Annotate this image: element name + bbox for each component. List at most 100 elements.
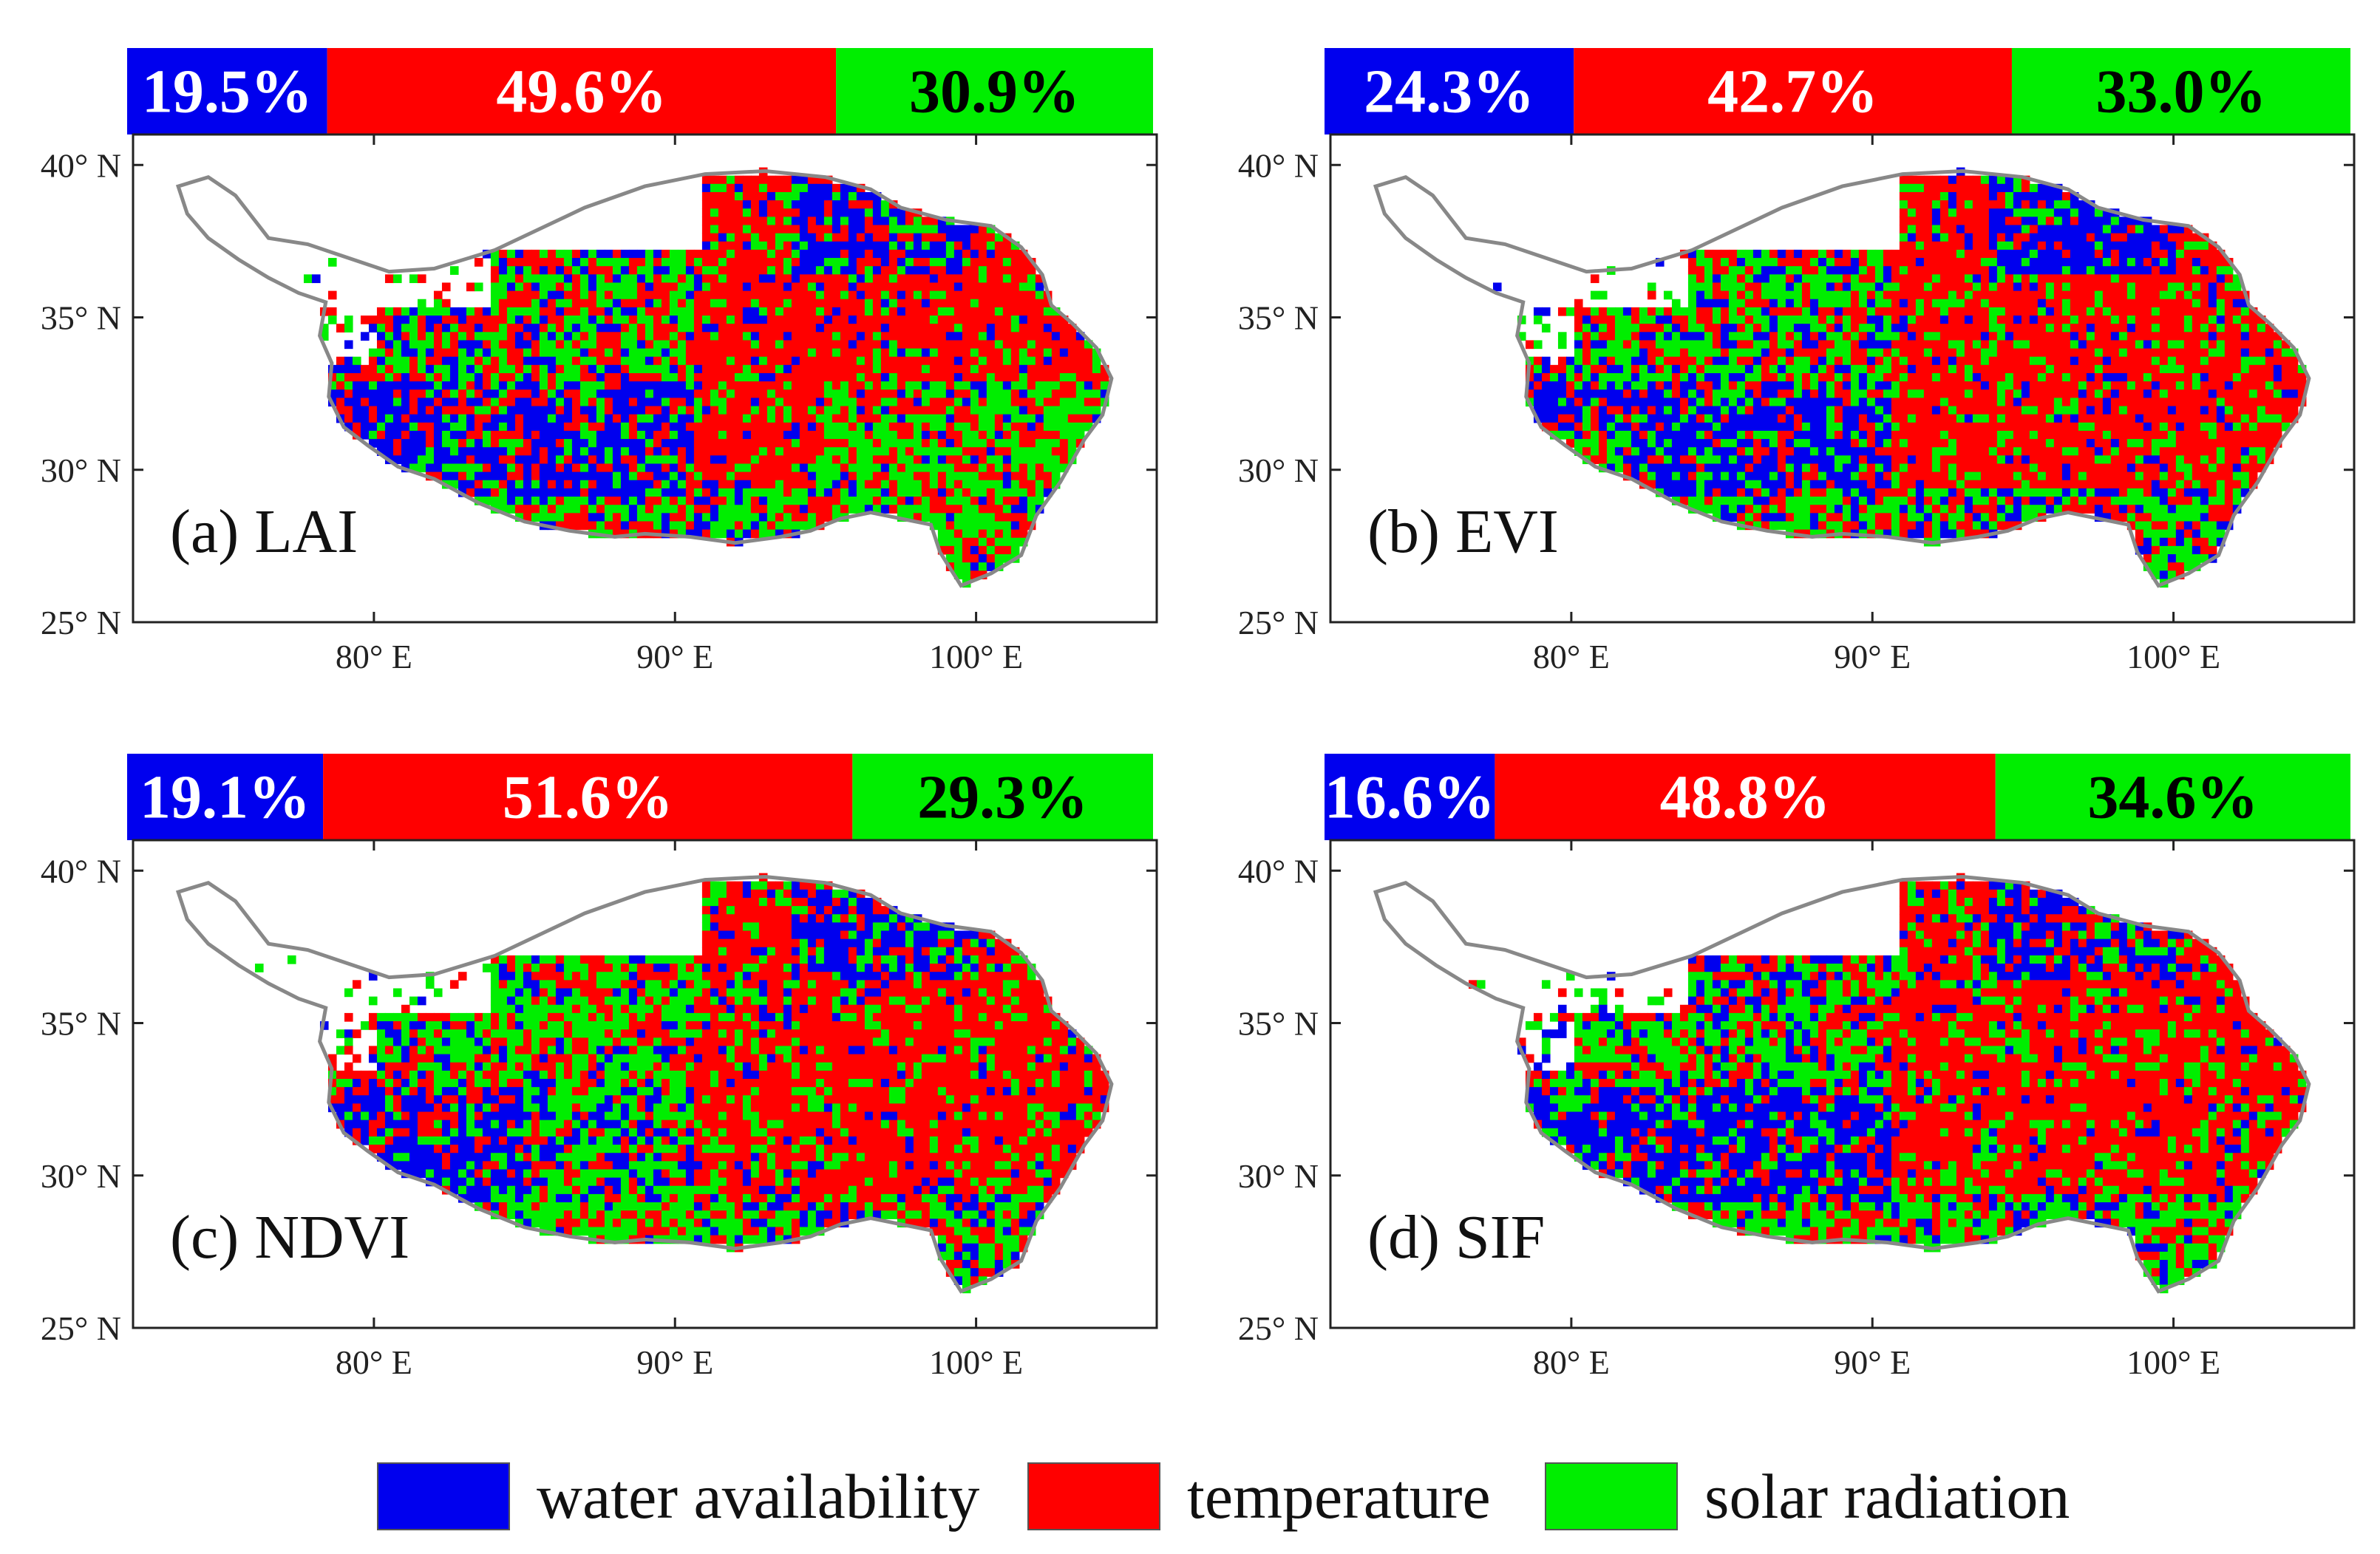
map-cell: [1769, 324, 1778, 333]
map-cell: [531, 274, 540, 284]
map-cell: [718, 364, 727, 374]
map-cell: [742, 521, 752, 531]
map-cell: [571, 299, 581, 308]
map-cell: [1948, 372, 1957, 382]
map-cell: [1687, 274, 1697, 284]
map-cell: [628, 356, 638, 366]
map-cell: [547, 332, 557, 341]
map-cell: [360, 381, 370, 390]
map-cell: [685, 521, 695, 531]
map-cell: [994, 348, 1004, 358]
map-cell: [718, 217, 727, 226]
map-cell: [1647, 381, 1656, 390]
map-cell: [2208, 389, 2217, 398]
map-cell: [677, 258, 687, 267]
map-cell: [1988, 183, 1998, 193]
map-cell: [1720, 290, 1730, 300]
map-cell: [498, 430, 508, 440]
map-cell: [2216, 282, 2226, 292]
map-cell: [710, 200, 719, 209]
map-cell: [2070, 290, 2079, 300]
map-cell: [1059, 406, 1069, 415]
map-cell: [2110, 290, 2120, 300]
map-cell: [449, 316, 459, 324]
map-cell: [840, 439, 849, 448]
map-cell: [612, 266, 622, 275]
map-cell: [921, 290, 931, 300]
map-cell: [596, 299, 605, 308]
map-cell: [466, 356, 475, 366]
map-cell: [978, 488, 987, 497]
map-cell: [1761, 389, 1770, 398]
map-cell: [645, 422, 654, 432]
map-cell: [376, 307, 386, 316]
map-cell: [807, 356, 817, 366]
map-cell: [2005, 316, 2014, 324]
map-cell: [710, 266, 719, 275]
map-cell: [636, 505, 646, 514]
map-cell: [1614, 324, 1624, 333]
map-cell: [840, 208, 849, 217]
map-cell: [1769, 316, 1778, 324]
map-cell: [1785, 324, 1795, 333]
map-cell: [799, 356, 809, 366]
map-cell: [945, 372, 955, 382]
map-cell: [2102, 241, 2112, 251]
map-cell: [441, 364, 451, 374]
map-cell: [620, 356, 630, 366]
map-cell: [653, 356, 662, 366]
map-cell: [726, 381, 735, 390]
map-cell: [872, 274, 882, 284]
map-cell: [1858, 398, 1868, 407]
map-cell: [1834, 249, 1843, 259]
map-cell: [2151, 332, 2160, 341]
map-cell: [1809, 381, 1819, 390]
map-cell: [1793, 348, 1803, 358]
map-cell: [750, 241, 760, 251]
map-cell: [970, 439, 979, 448]
map-cell: [734, 299, 744, 308]
map-cell: [1679, 364, 1689, 374]
map-cell: [596, 364, 605, 374]
map-cell: [2045, 316, 2055, 324]
map-cell: [2013, 398, 2022, 407]
map-cell: [425, 430, 435, 440]
map-cell: [2086, 233, 2095, 242]
map-cell: [1891, 290, 1900, 300]
map-cell: [1793, 381, 1803, 390]
map-cell: [433, 316, 443, 324]
map-cell: [1655, 356, 1665, 366]
map-cell: [555, 332, 565, 341]
map-cell: [1712, 332, 1721, 341]
map-cell: [401, 364, 410, 374]
map-cell: [669, 398, 679, 407]
map-cell: [766, 356, 776, 366]
map-cell: [864, 398, 874, 407]
map-cell: [897, 439, 906, 448]
map-cell: [1996, 233, 2006, 242]
map-cell: [807, 332, 817, 341]
map-cell: [636, 488, 646, 497]
map-cell: [1826, 307, 1835, 316]
map-cell: [1923, 389, 1933, 398]
map-cell: [579, 364, 589, 374]
map-cell: [799, 497, 809, 505]
map-cell: [742, 447, 752, 456]
map-cell: [669, 356, 679, 366]
map-cell: [661, 414, 670, 423]
map-cell: [897, 372, 906, 382]
map-cell: [531, 497, 540, 505]
map-cell: [726, 480, 735, 489]
map-cell: [2135, 372, 2144, 382]
map-cell: [555, 372, 565, 382]
map-cell: [1891, 274, 1900, 284]
map-cell: [872, 307, 882, 316]
map-cell: [1948, 389, 1957, 398]
map-cell: [905, 316, 914, 324]
map-cell: [701, 191, 711, 201]
map-cell: [775, 430, 784, 440]
map-cell: [498, 307, 508, 316]
map-cell: [832, 430, 841, 440]
map-cell: [1866, 307, 1876, 316]
map-cell: [945, 430, 955, 440]
